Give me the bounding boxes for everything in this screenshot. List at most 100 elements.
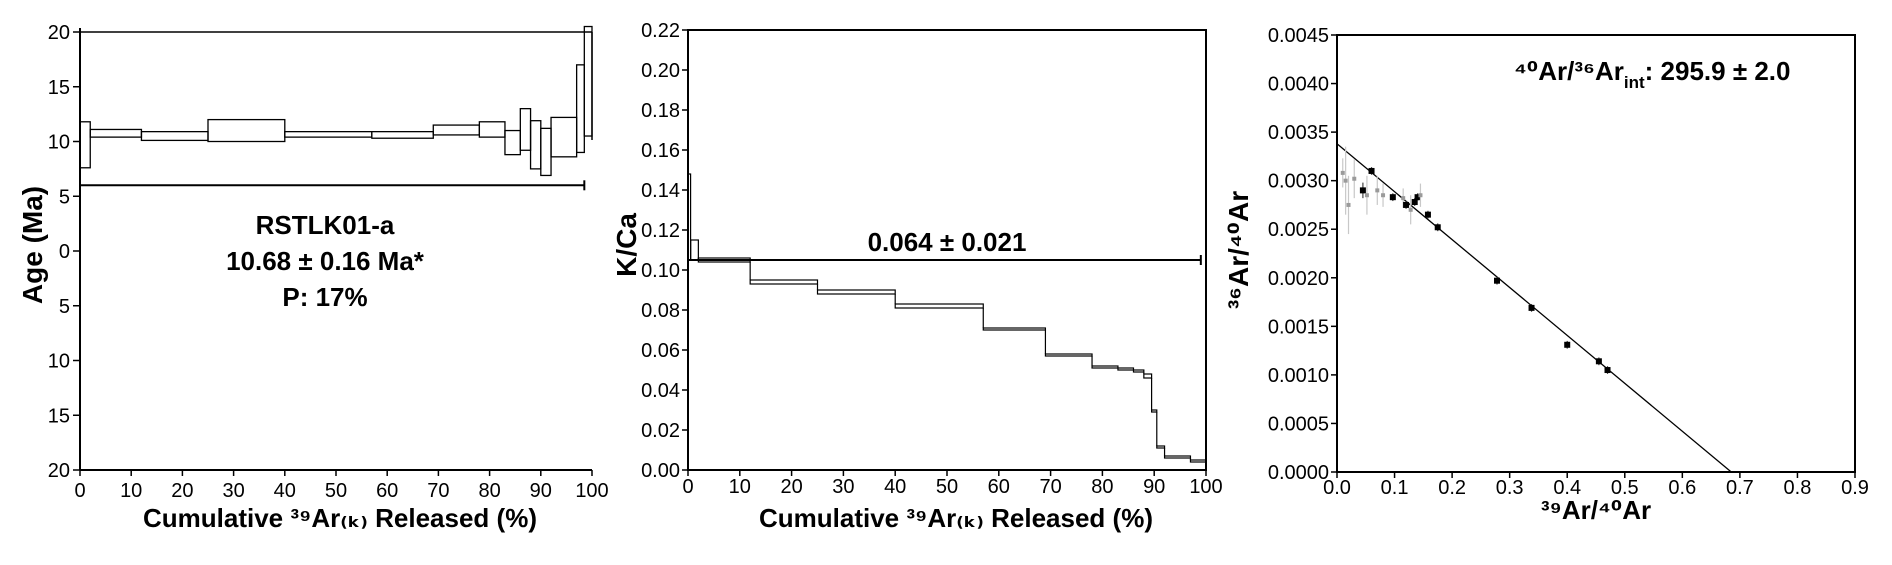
kca-step-box (1143, 373, 1153, 379)
age-x-tick-label: 90 (530, 480, 552, 502)
iso-x-tick-label: 0.6 (1668, 477, 1696, 499)
kca-y-tick-label: 0.10 (641, 260, 680, 282)
age-x-axis-title: Cumulative ³⁹Ar₍ₖ₎ Released (%) (143, 503, 537, 533)
iso-excluded-point (1375, 188, 1380, 193)
age-x-tick-label: 30 (222, 480, 244, 502)
kca-y-tick-label: 0.16 (641, 140, 680, 162)
age-step-box (371, 130, 434, 139)
age-step-box (207, 118, 286, 143)
iso-y-tick-label: 0.0000 (1268, 462, 1329, 484)
age-x-ticks: 0 10 20 30 40 50 60 70 80 90 100 (74, 470, 609, 502)
iso-y-tick-label: 0.0030 (1268, 171, 1329, 193)
age-step-box (284, 130, 373, 138)
iso-y-tick-label: 0.0020 (1268, 268, 1329, 290)
age-sample-name: RSTLK01-a (256, 210, 395, 240)
iso-excluded-point (1381, 193, 1386, 198)
kca-x-tick-label: 70 (1039, 476, 1061, 498)
age-step-box (550, 116, 578, 158)
iso-data-point (1528, 304, 1535, 311)
iso-data-point (1604, 367, 1611, 374)
iso-data-point (1434, 224, 1441, 231)
kca-step-box (1151, 409, 1158, 413)
age-step-box (583, 25, 593, 137)
age-y-tick-label: 20 (48, 460, 70, 482)
kca-y-ticks: 0.00 0.02 0.04 0.06 0.08 0.10 0.12 0.14 0.16 0.18… (641, 20, 688, 482)
age-step-box (89, 128, 143, 138)
kca-x-tick-label: 0 (682, 476, 693, 498)
iso-data-point (1411, 199, 1418, 206)
kca-y-tick-label: 0.14 (641, 180, 680, 202)
kca-y-tick-label: 0.04 (641, 380, 680, 402)
age-step-box (504, 129, 521, 156)
iso-intercept-value: : 295.9 ± 2.0 (1645, 56, 1791, 86)
kca-x-axis-title: Cumulative ³⁹Ar₍ₖ₎ Released (%) (759, 503, 1153, 533)
iso-excluded-point (1346, 202, 1351, 207)
kca-step-box (1163, 455, 1192, 459)
iso-excluded-point (1418, 193, 1423, 198)
iso-plot-frame (1336, 34, 1856, 473)
kca-x-tick-label: 60 (988, 476, 1010, 498)
iso-excluded-point (1401, 196, 1406, 201)
kca-y-tick-label: 0.18 (641, 100, 680, 122)
kca-step-box (1132, 369, 1145, 373)
iso-data-point (1389, 194, 1396, 201)
iso-data-point (1564, 341, 1571, 348)
kca-panel: 0.00 0.02 0.04 0.06 0.08 0.10 0.12 0.14 0.16 0.18… (611, 20, 1223, 533)
kca-step-box (816, 289, 896, 295)
age-y-tick-label: 20 (48, 22, 70, 44)
kca-x-tick-label: 90 (1143, 476, 1165, 498)
iso-y-tick-label: 0.0005 (1268, 413, 1329, 435)
iso-x-tick-label: 0.2 (1438, 477, 1466, 499)
iso-y-tick-label: 0.0035 (1268, 122, 1329, 144)
age-step-box (432, 124, 481, 136)
kca-y-tick-label: 0.02 (641, 420, 680, 442)
iso-y-tick-label: 0.0025 (1268, 219, 1329, 241)
iso-panel: 0.00000.00050.00100.00150.00200.00250.00… (1223, 25, 1869, 525)
kca-step-box (1044, 353, 1093, 357)
kca-step-box (1156, 445, 1166, 449)
age-x-tick-label: 60 (376, 480, 398, 502)
kca-mean-label: 0.064 ± 0.021 (868, 227, 1027, 257)
iso-intercept-ratio: ⁴⁰Ar/³⁶Ar (1514, 56, 1624, 86)
iso-data-point (1424, 211, 1431, 218)
age-plateau-bar (79, 180, 586, 191)
kca-y-tick-label: 0.12 (641, 220, 680, 242)
kca-step-box (1117, 367, 1135, 371)
iso-intercept-subscript: int (1624, 73, 1645, 92)
kca-x-tick-label: 10 (729, 476, 751, 498)
iso-data-point (1414, 194, 1421, 201)
iso-points (1340, 146, 1611, 374)
kca-x-tick-label: 80 (1091, 476, 1113, 498)
age-step-box (478, 121, 506, 138)
age-step-box (540, 127, 552, 177)
age-y-tick-label: 5 (59, 186, 70, 208)
age-steps (79, 25, 593, 177)
iso-excluded-point (1364, 193, 1369, 198)
age-y-tick-label: 0 (59, 241, 70, 263)
age-step-box (79, 121, 91, 169)
kca-step-box (749, 279, 819, 285)
kca-y-tick-label: 0.06 (641, 340, 680, 362)
kca-step-box (689, 239, 699, 261)
iso-x-tick-label: 0.4 (1553, 477, 1581, 499)
kca-step-box (1091, 365, 1119, 369)
iso-x-ticks: 0.0 0.1 0.2 0.3 0.4 0.5 0.6 0.7 0.8 0.9 (1323, 472, 1869, 499)
iso-x-tick-label: 0.5 (1611, 477, 1639, 499)
age-x-tick-label: 80 (478, 480, 500, 502)
kca-y-tick-label: 0.20 (641, 60, 680, 82)
iso-data-point (1403, 201, 1410, 208)
iso-y-ticks: 0.0000 0.0005 0.0010 0.0015 0.0020 0.0025 0.00… (1268, 25, 1337, 484)
age-y-tick-label: 5 (59, 296, 70, 318)
kca-y-tick-label: 0.22 (641, 20, 680, 42)
iso-data-point (1494, 277, 1501, 284)
kca-x-ticks: 0 10 20 30 40 50 60 70 80 90 100 (682, 470, 1223, 498)
age-step-box (575, 64, 585, 154)
age-plateau-label: 10.68 ± 0.16 Ma* (226, 246, 425, 276)
kca-y-tick-label: 0.00 (641, 460, 680, 482)
kca-x-tick-label: 20 (780, 476, 802, 498)
age-x-tick-label: 100 (575, 480, 608, 502)
age-step-box (140, 130, 209, 142)
age-probability-label: P: 17% (282, 282, 367, 312)
iso-data-point (1359, 187, 1366, 194)
age-y-tick-label: 10 (48, 132, 70, 154)
